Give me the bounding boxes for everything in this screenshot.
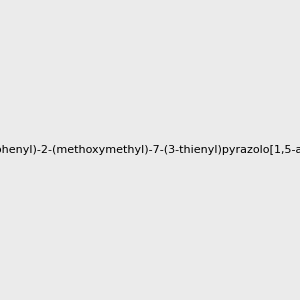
Text: 3-(3-chlorophenyl)-2-(methoxymethyl)-7-(3-thienyl)pyrazolo[1,5-a]pyrimidine: 3-(3-chlorophenyl)-2-(methoxymethyl)-7-(… — [0, 145, 300, 155]
